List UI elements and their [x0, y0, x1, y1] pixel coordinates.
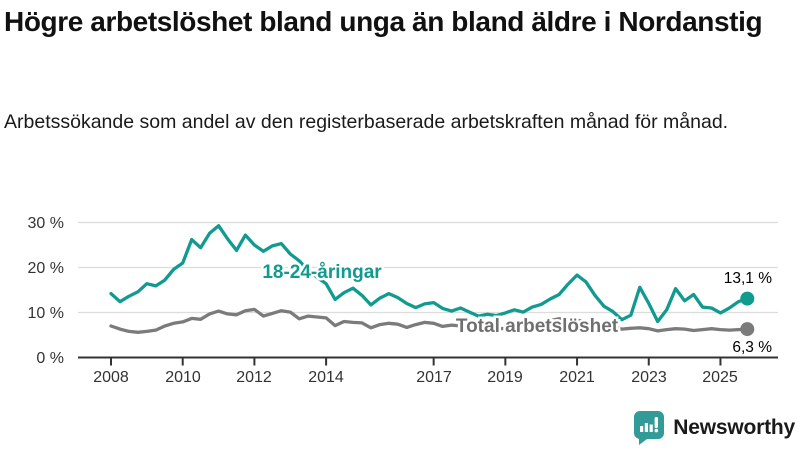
newsworthy-logo: Newsworthy — [634, 411, 795, 445]
x-tick-label: 2023 — [631, 369, 667, 386]
series-end-dot-total — [740, 322, 755, 337]
end-value-label-youth: 13,1 % — [724, 270, 772, 287]
x-tick-label: 2017 — [416, 369, 452, 386]
x-tick-label: 2010 — [165, 369, 201, 386]
chart-plot-area — [78, 221, 778, 366]
x-tick-label: 2019 — [487, 369, 523, 386]
y-tick-label: 30 % — [28, 215, 64, 232]
y-tick-label: 0 % — [36, 350, 64, 367]
x-tick-label: 2008 — [93, 369, 129, 386]
page-title: Högre arbetslöshet bland unga än bland ä… — [4, 6, 763, 37]
x-tick-label: 2025 — [702, 369, 738, 386]
x-tick-label: 2014 — [308, 369, 344, 386]
series-label-total: Total arbetslöshet — [456, 316, 619, 337]
series-line-total — [109, 307, 749, 334]
series-line-youth — [109, 224, 749, 324]
y-tick-label: 10 % — [28, 305, 64, 322]
newsworthy-logo-icon — [634, 411, 665, 445]
x-tick-label: 2021 — [559, 369, 595, 386]
chart-subtitle: Arbetssökande som andel av den registerb… — [4, 111, 729, 133]
x-tick-label: 2012 — [236, 369, 272, 386]
series-end-dot-youth — [740, 291, 755, 306]
y-tick-label: 20 % — [28, 260, 64, 277]
newsworthy-logo-text: Newsworthy — [673, 416, 795, 439]
end-value-label-total: 6,3 % — [732, 339, 772, 356]
series-label-youth: 18-24-åringar — [262, 262, 382, 283]
